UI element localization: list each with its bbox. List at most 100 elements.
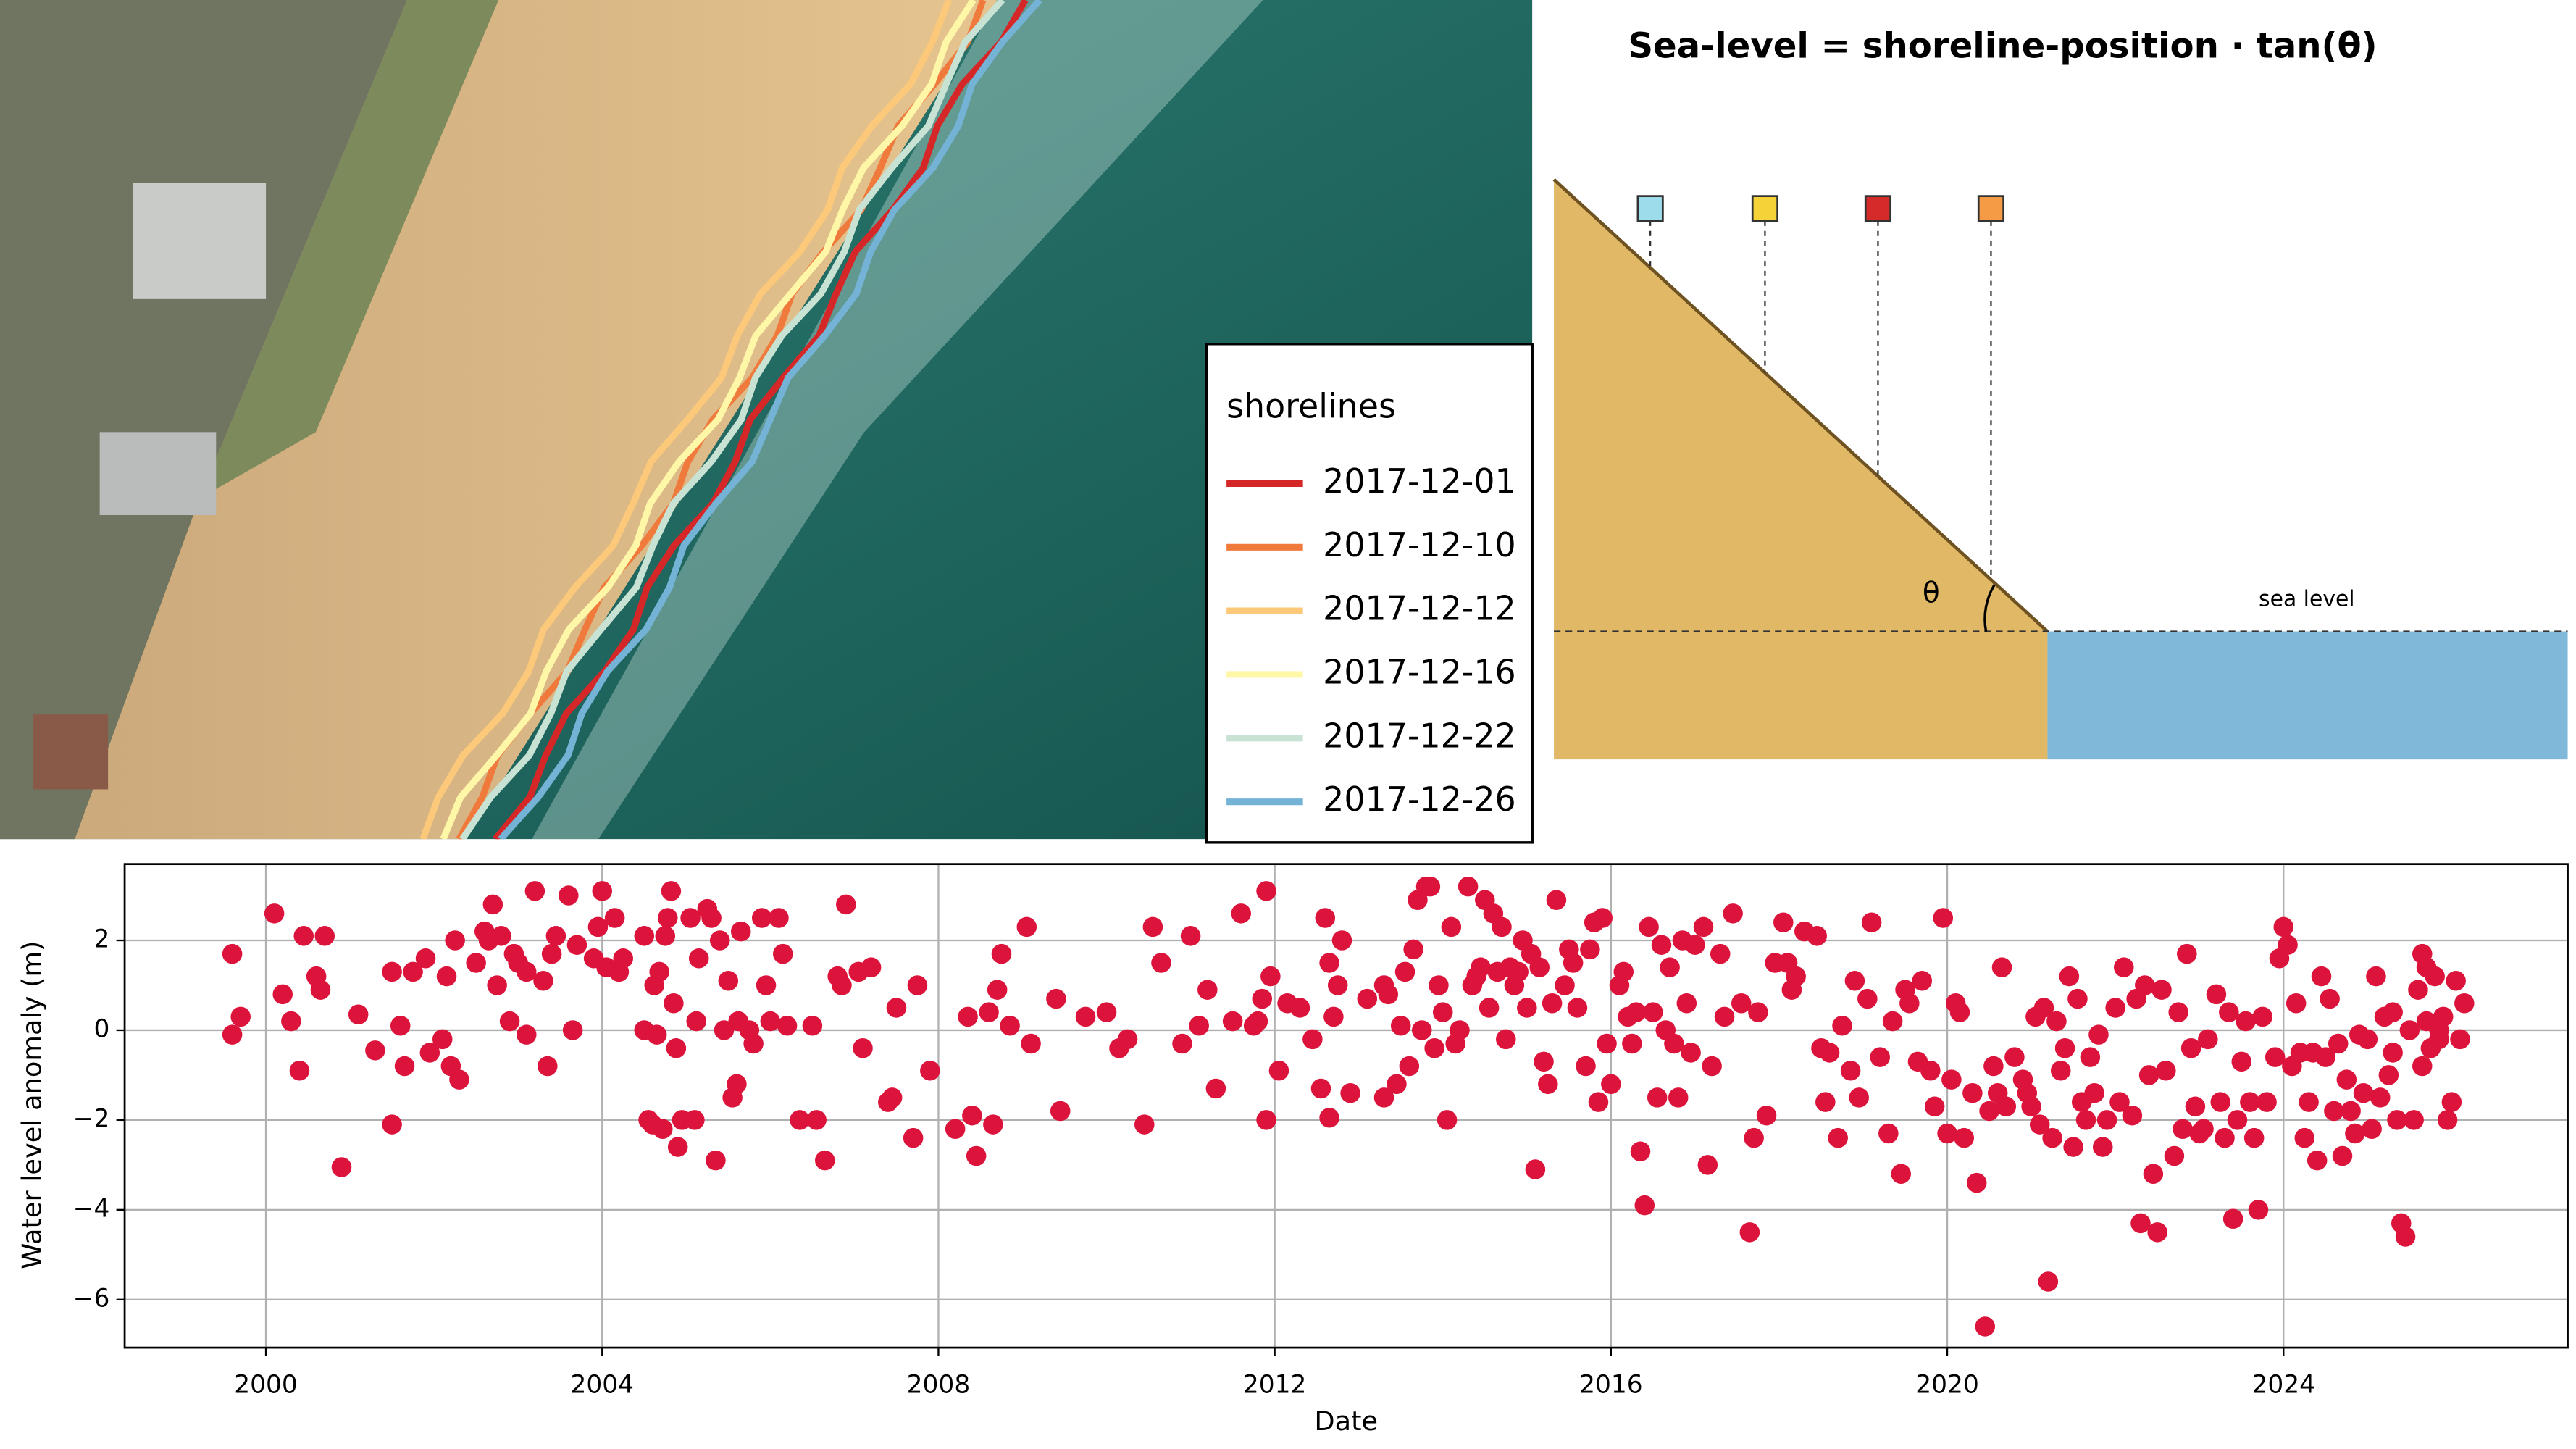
data-point	[1668, 1087, 1689, 1108]
diagram-title: Sea-level = shoreline-position · tan(θ)	[1628, 26, 2377, 67]
legend-label: 2017-12-26	[1323, 780, 1516, 819]
data-point	[1954, 1127, 1975, 1148]
data-point	[1567, 998, 1588, 1018]
data-point	[1815, 1092, 1836, 1112]
data-point	[1323, 1006, 1344, 1027]
data-point	[1613, 961, 1634, 982]
data-point	[2033, 998, 2054, 1018]
data-point	[533, 971, 553, 991]
data-point	[2059, 966, 2080, 987]
data-point	[1731, 993, 1752, 1014]
data-point	[1134, 1114, 1155, 1135]
data-point	[1983, 1056, 2004, 1077]
data-point	[1542, 993, 1563, 1014]
legend-box	[1205, 343, 1534, 844]
data-point	[2092, 1137, 2113, 1157]
data-point	[1710, 943, 1731, 964]
data-point	[2357, 1029, 2378, 1050]
data-point	[1394, 961, 1415, 982]
data-point	[2054, 1037, 2075, 1058]
beach-profile	[1554, 179, 2048, 760]
data-point	[592, 881, 613, 901]
data-point	[1096, 1002, 1117, 1022]
data-point	[2130, 1213, 2151, 1234]
data-point	[1075, 1006, 1096, 1027]
data-point	[861, 957, 882, 977]
x-tick-label: 2024	[2252, 1370, 2316, 1399]
data-point	[2173, 1119, 2193, 1140]
data-point	[2164, 1145, 2185, 1166]
shoreline	[419, 0, 953, 840]
building	[33, 714, 109, 790]
data-point	[1937, 1123, 1957, 1144]
data-point	[1878, 1123, 1899, 1144]
shoreline-marker	[1864, 195, 1892, 222]
building	[133, 183, 267, 299]
legend-title: shorelines	[1226, 387, 1396, 426]
data-point	[1979, 1101, 1999, 1122]
data-point	[2067, 988, 2088, 1009]
data-point	[2294, 1127, 2315, 1148]
data-point	[1702, 1056, 1722, 1077]
data-point	[706, 1150, 726, 1171]
data-point	[2075, 1110, 2096, 1130]
data-point	[655, 926, 676, 946]
data-point	[1555, 975, 1575, 995]
x-tick-label: 2020	[1915, 1370, 1979, 1399]
data-point	[991, 943, 1012, 964]
data-point	[466, 953, 486, 973]
data-point	[2122, 1105, 2143, 1126]
legend-label: 2017-12-01	[1323, 462, 1516, 501]
data-point	[499, 1011, 520, 1032]
data-point	[491, 926, 511, 946]
data-point	[545, 926, 566, 946]
data-point	[382, 961, 402, 982]
data-point	[1681, 1043, 1701, 1063]
data-point	[1432, 1002, 1453, 1022]
data-point	[1676, 993, 1697, 1014]
y-tick-label: −2	[73, 1104, 110, 1133]
data-point	[2362, 1119, 2382, 1140]
data-point	[718, 971, 739, 991]
data-point	[1411, 1020, 1432, 1040]
data-point	[1268, 1060, 1289, 1081]
y-axis-label: Water level anomaly (m)	[16, 941, 47, 1269]
data-point	[751, 908, 772, 928]
data-point	[2240, 1092, 2260, 1112]
data-point	[1651, 935, 1672, 955]
data-point	[1933, 908, 1954, 928]
data-point	[1597, 1033, 1617, 1054]
data-point	[1891, 1164, 1912, 1185]
data-point	[1319, 953, 1339, 973]
data-point	[836, 894, 856, 915]
data-point	[1693, 916, 1714, 938]
data-point	[559, 885, 579, 906]
data-point	[2236, 1011, 2256, 1032]
data-point	[2286, 993, 2307, 1014]
data-point	[1975, 1316, 1996, 1337]
data-point	[1437, 1110, 1458, 1130]
data-point	[310, 980, 331, 1000]
data-point	[815, 1150, 835, 1171]
data-point	[449, 1069, 469, 1090]
data-point	[2378, 1065, 2399, 1085]
data-point	[1458, 876, 1479, 897]
data-point	[1327, 975, 1348, 995]
data-point	[365, 1040, 385, 1061]
data-point	[962, 1105, 982, 1126]
data-point	[2222, 1208, 2243, 1229]
angle-label: θ	[1923, 577, 1940, 610]
data-point	[882, 1087, 903, 1108]
data-point	[2353, 1082, 2374, 1103]
data-point	[2138, 1065, 2159, 1085]
data-point	[2320, 988, 2340, 1009]
y-tick-label: 0	[94, 1014, 110, 1043]
data-point	[1471, 957, 1491, 977]
data-point	[2273, 916, 2294, 938]
data-point	[666, 1037, 687, 1058]
data-point	[1576, 1056, 1596, 1077]
data-point	[1151, 953, 1171, 973]
data-point	[222, 1024, 243, 1045]
data-point	[743, 1033, 764, 1054]
data-point	[1508, 961, 1529, 982]
